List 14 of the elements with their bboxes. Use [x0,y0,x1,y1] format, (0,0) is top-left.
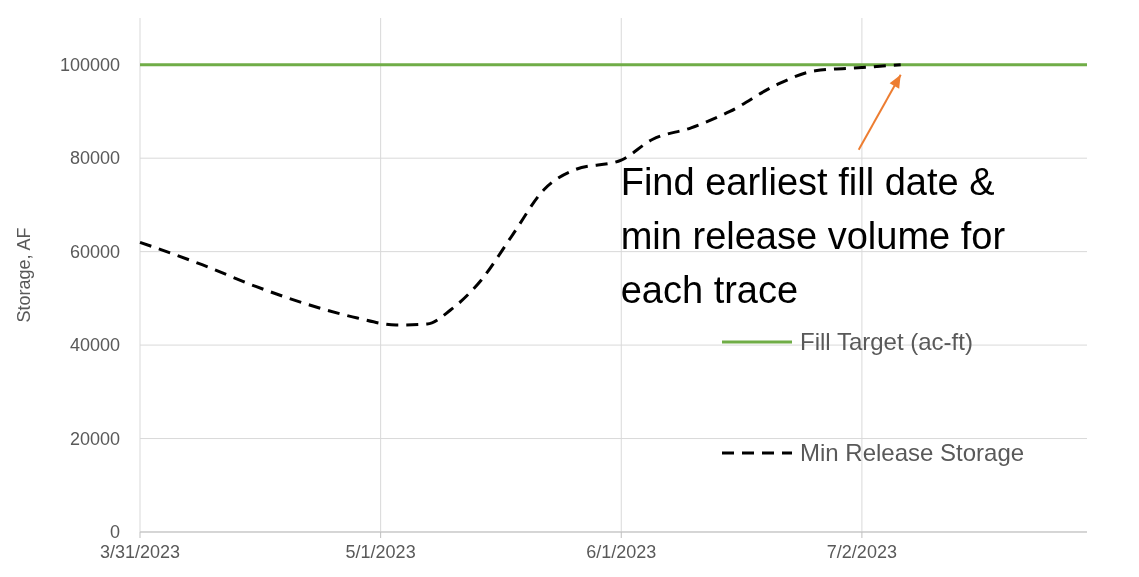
y-tick-label: 80000 [69,148,120,169]
y-tick-label: 100000 [59,55,120,76]
y-tick-label: 60000 [69,241,120,262]
annotation: Find earliest fill date & min release volume for each trace [620,160,1006,311]
y-axis-title: Storage, AF [14,227,34,323]
y-tick-label: 0 [109,522,120,543]
x-tick-label: 6/1/2023 [586,542,657,562]
y-tick-label: 40000 [69,335,120,356]
legend-label: Fill Target (ac-ft) [800,328,973,356]
legend-label: Min Release Storage [800,439,1025,467]
x-tick-label: 3/31/2023 [99,542,181,562]
y-tick-label: 20000 [69,428,120,449]
x-tick-label: 5/1/2023 [345,542,416,562]
x-tick-label: 7/2/2023 [826,542,897,562]
